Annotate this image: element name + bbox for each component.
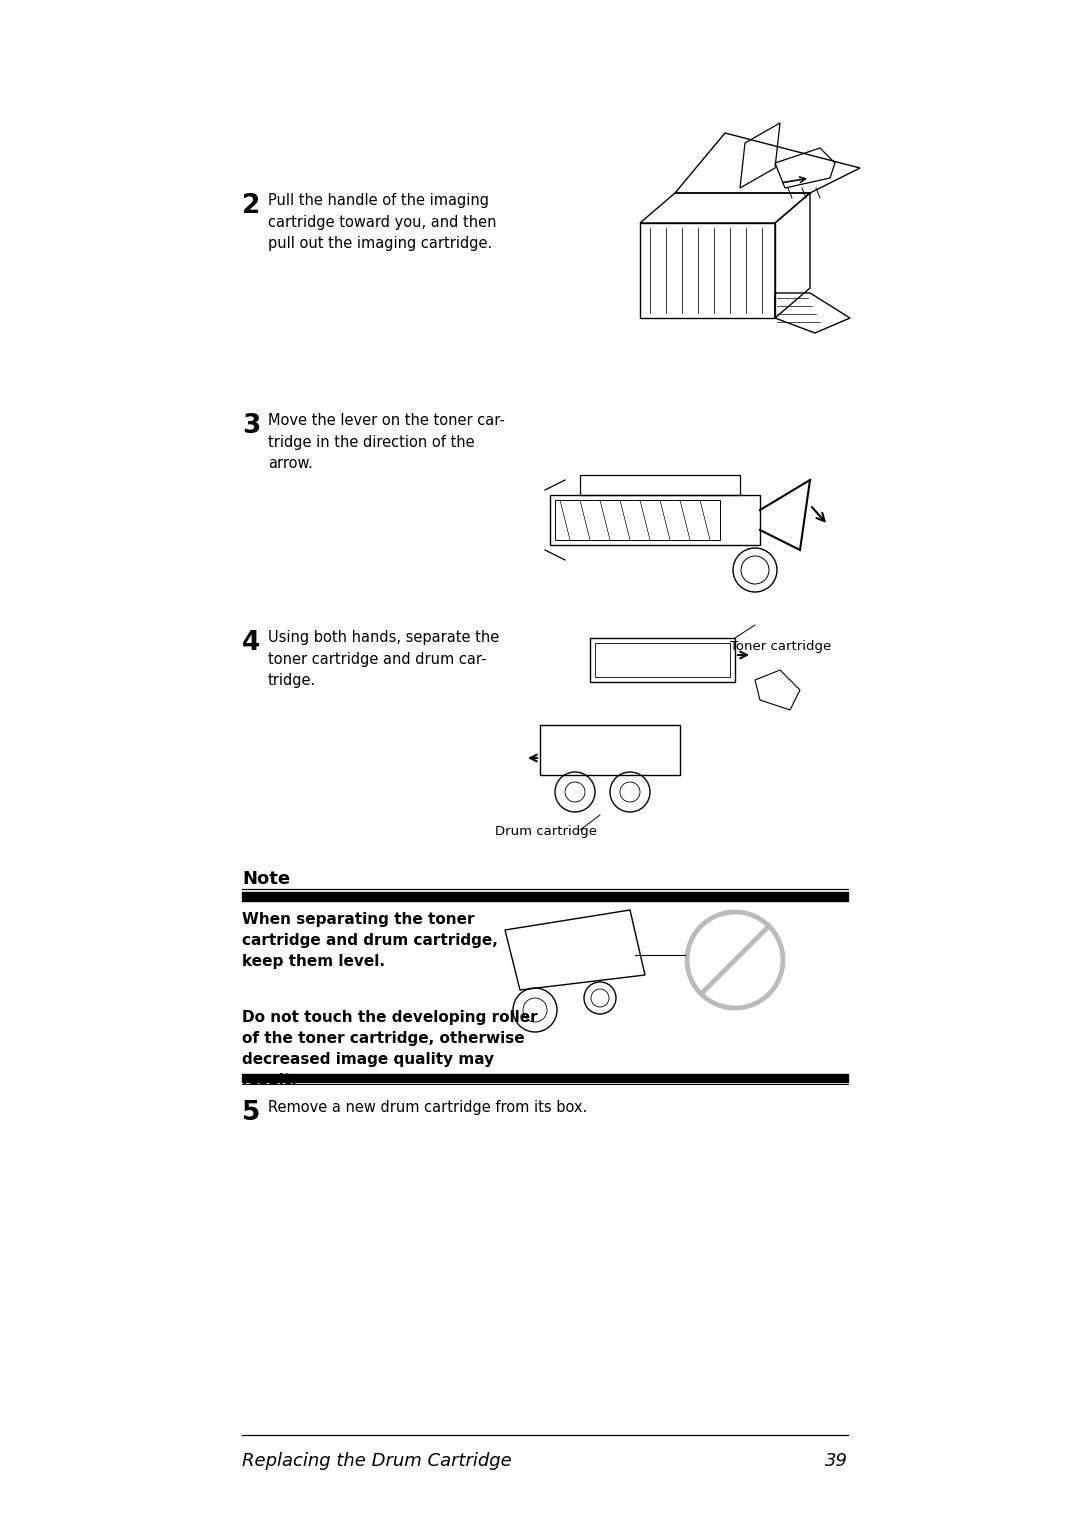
Text: 5: 5 — [242, 1100, 260, 1126]
Text: 4: 4 — [242, 630, 260, 656]
Text: Replacing the Drum Cartridge: Replacing the Drum Cartridge — [242, 1452, 512, 1470]
Text: Drum cartridge: Drum cartridge — [495, 825, 597, 837]
Text: Remove a new drum cartridge from its box.: Remove a new drum cartridge from its box… — [268, 1100, 588, 1115]
Text: When separating the toner
cartridge and drum cartridge,
keep them level.: When separating the toner cartridge and … — [242, 912, 498, 969]
Text: Note: Note — [242, 869, 291, 888]
Text: Move the lever on the toner car-
tridge in the direction of the
arrow.: Move the lever on the toner car- tridge … — [268, 413, 504, 471]
Text: 2: 2 — [242, 193, 260, 219]
Text: Toner cartridge: Toner cartridge — [730, 640, 832, 652]
Text: 39: 39 — [825, 1452, 848, 1470]
Text: 3: 3 — [242, 413, 260, 439]
Text: Using both hands, separate the
toner cartridge and drum car-
tridge.: Using both hands, separate the toner car… — [268, 630, 499, 688]
Text: Do not touch the developing roller
of the toner cartridge, otherwise
decreased i: Do not touch the developing roller of th… — [242, 1010, 538, 1088]
Text: Pull the handle of the imaging
cartridge toward you, and then
pull out the imagi: Pull the handle of the imaging cartridge… — [268, 193, 497, 251]
